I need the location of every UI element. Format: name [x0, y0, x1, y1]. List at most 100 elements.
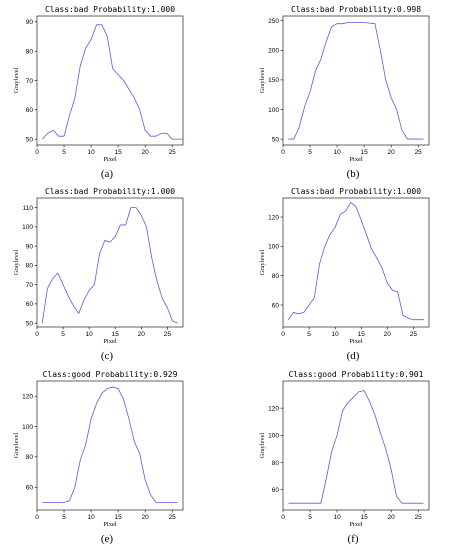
x-tick-label: 15 [112, 331, 120, 338]
y-tick-label: 80 [26, 48, 34, 55]
chart-panel-d: Class:bad Probability:1.000 0 5 10 15 20 25 60 8… [259, 187, 430, 362]
y-axis-label: Graylevel [13, 433, 20, 459]
chart-panel-c: Class:bad Probability:1.000 0 5 10 15 20 25 50 6… [13, 187, 184, 362]
series-line [288, 22, 424, 140]
y-tick-label: 90 [26, 19, 34, 26]
x-tick-label: 0 [281, 514, 285, 521]
x-tick-label: 5 [62, 149, 66, 156]
x-axis-label: Pixel [349, 338, 363, 345]
panel-title: Class:good Probability:0.929 [43, 370, 178, 379]
x-tick-label: 15 [358, 331, 366, 338]
chart-panel-a: Class:bad Probability:1.000 0 5 10 15 20 25 50 6… [13, 5, 184, 180]
y-tick-label: 200 [268, 48, 279, 55]
y-tick-label: 150 [268, 77, 279, 84]
series-line [287, 201, 424, 321]
y-tick-label: 110 [23, 205, 34, 212]
y-tick-label: 100 [268, 433, 279, 440]
x-tick-label: 15 [114, 514, 122, 521]
x-tick-label: 20 [384, 331, 392, 338]
x-tick-label: 10 [87, 149, 95, 156]
plot-area [282, 197, 430, 328]
y-tick-label: 60 [26, 301, 34, 308]
x-tick-label: 25 [164, 331, 172, 338]
x-tick-label: 0 [281, 331, 285, 338]
y-tick-label: 250 [268, 18, 279, 25]
y-axis-label: Graylevel [259, 250, 266, 276]
panel-caption: (a) [101, 168, 114, 180]
y-axis-label: Graylevel [259, 433, 266, 459]
x-tick-label: 0 [35, 514, 39, 521]
x-tick-label: 20 [142, 149, 150, 156]
series-line [288, 390, 424, 504]
x-tick-label: 5 [307, 331, 311, 338]
chart-panel-b: Class:bad Probability:0.998 0 5 10 15 20 25 50 1… [259, 5, 430, 180]
x-tick-label: 10 [333, 149, 341, 156]
y-tick-label: 100 [22, 224, 33, 231]
y-tick-label: 80 [272, 460, 280, 467]
chart-panel-e: Class:good Probability:0.929 0 5 10 15 20 25 60… [13, 370, 184, 545]
y-tick-label: 120 [268, 214, 279, 221]
x-tick-label: 25 [169, 149, 177, 156]
x-tick-label: 10 [87, 514, 95, 521]
x-tick-label: 20 [138, 331, 146, 338]
y-tick-label: 50 [26, 136, 34, 143]
y-tick-label: 100 [268, 244, 279, 251]
series-line [42, 386, 178, 503]
y-tick-label: 60 [26, 485, 34, 492]
x-tick-label: 15 [360, 514, 368, 521]
panel-caption: (e) [101, 533, 114, 545]
x-tick-label: 15 [360, 149, 368, 156]
x-tick-label: 5 [61, 331, 65, 338]
x-tick-label: 0 [35, 149, 39, 156]
x-tick-label: 10 [332, 331, 340, 338]
x-tick-label: 25 [410, 331, 418, 338]
x-axis-label: Pixel [103, 521, 117, 528]
panel-caption: (b) [347, 168, 360, 180]
x-tick-label: 10 [333, 514, 341, 521]
y-axis-label: Graylevel [259, 68, 266, 94]
y-tick-label: 70 [26, 78, 34, 85]
x-tick-label: 25 [169, 514, 177, 521]
x-tick-label: 5 [62, 514, 66, 521]
y-tick-label: 80 [272, 273, 280, 280]
y-tick-label: 80 [26, 454, 34, 461]
y-tick-label: 90 [26, 243, 34, 250]
y-tick-label: 100 [22, 424, 33, 431]
x-tick-label: 10 [86, 331, 94, 338]
x-tick-label: 5 [308, 514, 312, 521]
panel-title: Class:bad Probability:0.998 [291, 5, 421, 14]
panel-title: Class:good Probability:0.901 [289, 370, 424, 379]
x-tick-label: 25 [415, 514, 423, 521]
panel-title: Class:bad Probability:1.000 [45, 187, 175, 196]
y-tick-label: 60 [26, 107, 34, 114]
plot-area [36, 380, 184, 511]
y-tick-label: 80 [26, 263, 34, 270]
panel-title: Class:bad Probability:1.000 [291, 187, 421, 196]
y-tick-label: 60 [272, 487, 280, 494]
y-tick-label: 60 [272, 302, 280, 309]
y-tick-label: 50 [272, 136, 280, 143]
panel-caption: (c) [101, 350, 114, 362]
y-tick-label: 120 [22, 393, 33, 400]
series-line [42, 24, 183, 140]
series-line [41, 207, 178, 324]
x-tick-label: 25 [415, 149, 423, 156]
plot-area [36, 15, 184, 146]
y-tick-label: 100 [268, 107, 279, 114]
x-tick-label: 0 [35, 331, 39, 338]
x-tick-label: 5 [308, 149, 312, 156]
x-axis-label: Pixel [349, 521, 363, 528]
y-axis-label: Graylevel [13, 250, 20, 276]
plot-area [36, 197, 184, 328]
x-tick-label: 20 [388, 514, 396, 521]
x-axis-label: Pixel [103, 338, 117, 345]
x-tick-label: 15 [114, 149, 122, 156]
plot-area [282, 380, 430, 511]
panel-caption: (d) [347, 350, 360, 362]
panel-title: Class:bad Probability:1.000 [45, 5, 175, 14]
x-axis-label: Pixel [103, 156, 117, 163]
x-tick-label: 0 [281, 149, 285, 156]
y-tick-label: 50 [26, 320, 34, 327]
